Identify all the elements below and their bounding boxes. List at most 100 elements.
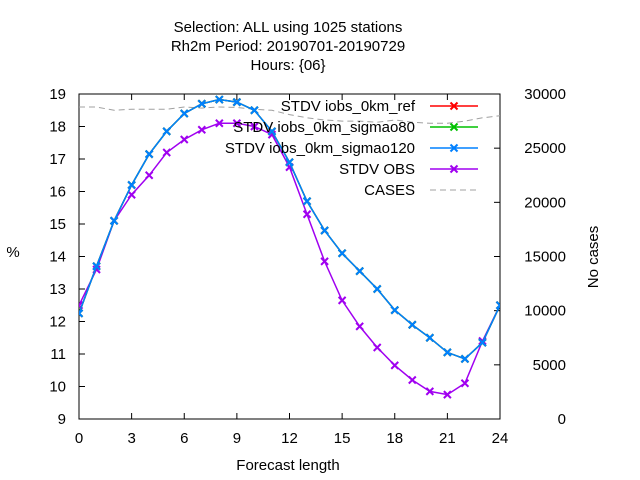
legend-label: STDV iobs_0km_sigmao80 [233,119,415,136]
y-tick-label: 10 [49,379,66,396]
data-point [197,125,206,134]
data-point [443,348,452,357]
legend: STDV iobs_0km_ref STDV iobs_0km_sigmao80 S… [225,98,478,199]
data-point [425,333,435,342]
y-tick-label: 17 [49,151,66,168]
point-stroke [320,257,329,266]
data-point [390,361,399,370]
data-point [355,266,364,276]
y-tick-label: 18 [49,119,66,136]
series-3 [79,119,500,399]
point-stroke [443,390,452,399]
x-tick-label: 9 [233,430,241,447]
series-line [79,106,500,124]
point-stroke [267,130,277,139]
point-stroke [408,320,417,329]
data-point [373,284,382,294]
data-point [302,197,312,206]
y-tick-label: 14 [49,249,66,266]
point-stroke [250,122,259,131]
data-point [443,390,452,399]
y-tick-label: 19 [49,86,66,103]
x-tick-label: 12 [281,430,298,447]
y-tick-label: 11 [50,346,66,363]
x-tick-label: 21 [439,430,456,447]
point-stroke [109,216,119,225]
point-stroke [460,354,470,364]
data-point [79,309,84,318]
point-stroke [320,226,329,235]
data-point [250,122,259,131]
point-stroke [250,106,259,115]
legend-label: STDV iobs_0km_sigmao120 [225,140,415,157]
data-point [337,249,347,258]
point-stroke [215,95,224,104]
data-point [250,106,259,115]
y-tick-label: 16 [49,184,66,201]
point-stroke [127,190,136,199]
point-stroke [232,97,242,107]
legend-label: STDV iobs_0km_ref [281,98,416,115]
point-stroke [162,127,171,136]
point-stroke [162,148,171,157]
data-point [408,375,417,385]
y-tick-label: 13 [49,281,66,298]
data-point [232,119,242,128]
x-axis-label: Forecast length [236,457,339,474]
y2-tick-label: 25000 [524,140,566,157]
data-point [144,149,154,159]
data-point [425,387,435,396]
legend-marker [449,164,459,174]
y2-tick-label: 0 [558,411,566,428]
y-tick-label: 12 [49,314,66,331]
data-point [109,216,119,225]
point-stroke [495,301,500,307]
y2-tick-label: 30000 [524,86,566,103]
point-stroke [180,135,189,144]
legend-marker [449,143,459,153]
data-point [302,210,312,219]
point-stroke [390,361,399,370]
data-point [144,171,154,180]
series-line [79,98,500,360]
data-point [478,338,487,347]
y2-tick-label: 5000 [533,357,566,374]
y-tick-label: 15 [49,216,66,233]
series-line [79,98,500,360]
point-stroke [302,197,312,206]
point-stroke [478,338,487,347]
point-stroke [144,149,154,159]
series-4 [79,106,500,124]
x-tick-label: 6 [180,430,188,447]
point-stroke [197,99,206,108]
point-stroke [79,301,84,307]
legend-label: STDV OBS [339,161,415,178]
point-stroke [390,305,399,315]
data-point [92,262,101,271]
series-2 [79,95,500,364]
data-point [232,97,242,107]
data-point [215,95,224,104]
point-stroke [92,262,101,271]
point-stroke [127,180,136,190]
title-line-3: Hours: {06} [250,57,325,74]
y-tick-label: 9 [58,411,66,428]
data-point [215,119,224,128]
point-stroke [232,119,242,128]
data-point [180,109,189,118]
data-point [162,127,171,136]
title-line-1: Selection: ALL using 1025 stations [174,19,403,36]
point-stroke [79,309,84,315]
point-stroke [302,210,312,219]
data-point [320,257,329,266]
y-axis-label: % [6,244,19,261]
data-point [162,148,171,157]
point-stroke [267,127,277,136]
y2-tick-label: 20000 [524,194,566,211]
legend-marker [449,122,459,132]
x-tick-label: 18 [386,430,403,447]
point-stroke [79,311,84,318]
data-point [390,305,399,315]
y2-tick-label: 15000 [524,249,566,266]
